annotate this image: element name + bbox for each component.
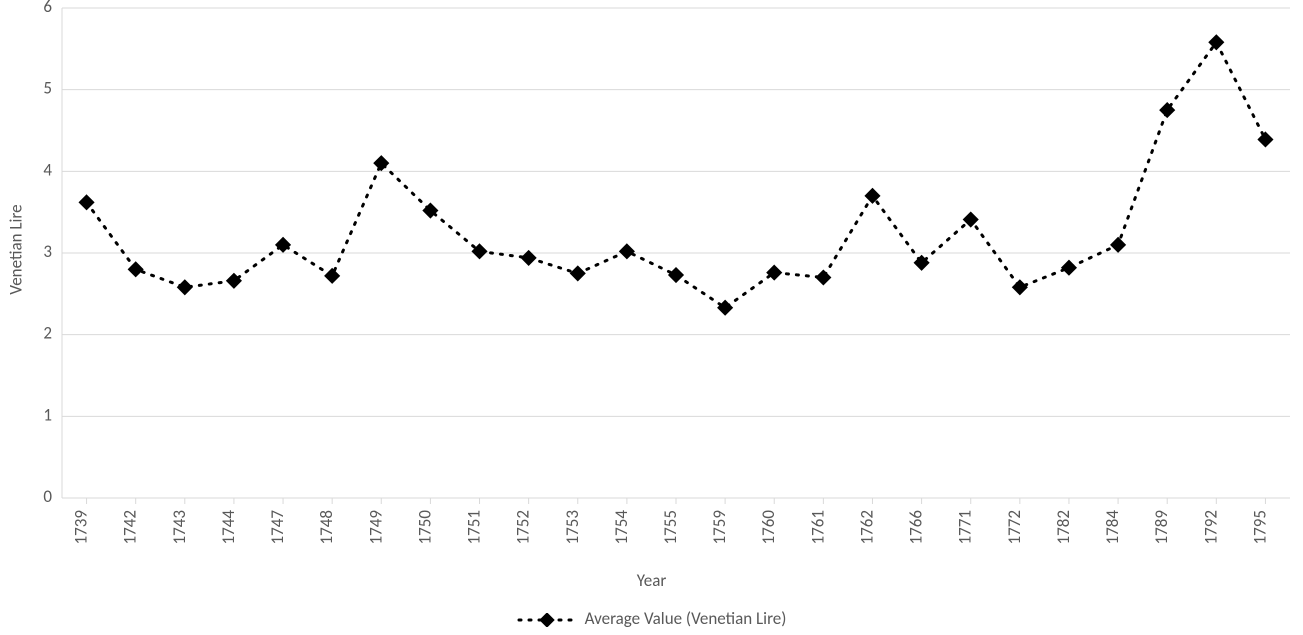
series-marker [816,271,830,285]
x-axis-title: Year [0,570,1303,591]
x-tick-label: 1760 [758,510,779,545]
series-marker [178,280,192,294]
x-tick-label: 1759 [709,510,730,545]
series-marker [1258,132,1272,146]
x-tick-label: 1761 [807,510,828,544]
y-tick-label: 0 [43,486,52,507]
x-tick-label: 1744 [218,510,239,545]
y-tick-label: 2 [43,323,52,344]
chart-container: Venetian Lire 0 1 2 3 4 5 6 1739 1742 1743 1744 174… [0,0,1303,635]
y-tick-label: 4 [43,159,52,180]
series-marker [1013,280,1027,294]
legend: Average Value (Venetian Lire) [0,608,1303,629]
x-tick-label: 1751 [464,510,485,544]
x-tick-label: 1747 [267,510,288,545]
series-marker [1111,238,1125,252]
x-tick-label: 1743 [169,510,190,544]
x-axis-title-text: Year [637,570,667,591]
y-axis-title: Venetian Lire [6,0,26,498]
x-tick-label: 1754 [611,510,632,545]
series-marker [1062,261,1076,275]
x-tick-label: 1762 [856,510,877,544]
legend-swatch [517,613,577,627]
x-tick-label: 1792 [1200,510,1221,544]
y-tick-label: 1 [43,404,52,425]
y-axis-title-text: Venetian Lire [6,204,27,294]
y-tick-label: 5 [43,78,52,99]
x-tick-label: 1739 [71,510,92,545]
x-tick-label: 1752 [513,510,534,544]
y-tick-label: 6 [43,0,52,17]
x-tick-label: 1772 [1004,510,1025,544]
x-tick-label: 1755 [660,510,681,544]
x-tick-label: 1742 [120,510,141,544]
series-marker [620,244,634,258]
x-tick-label: 1749 [365,510,386,545]
chart-svg: 0 1 2 3 4 5 6 1739 1742 1743 1744 1747 1748 1749 1750 1… [0,0,1303,560]
legend-label: Average Value (Venetian Lire) [585,608,787,629]
x-tick-label: 1789 [1151,510,1172,545]
x-tick-label: 1766 [906,510,927,545]
y-tick-label: 3 [43,241,52,262]
x-tick-label: 1748 [316,510,337,544]
series-marker [80,195,94,209]
x-tick-label: 1782 [1053,510,1074,544]
x-tick-label: 1771 [955,510,976,544]
series-marker [964,213,978,227]
series-marker [571,266,585,280]
x-tick-label: 1750 [414,510,435,545]
series-marker [325,269,339,283]
series-marker [276,238,290,252]
x-tick-label: 1784 [1102,510,1123,545]
series-marker [129,262,143,276]
series-marker [374,156,388,170]
x-tick-label: 1795 [1249,510,1270,544]
series-marker [669,268,683,282]
x-tick-label: 1753 [562,510,583,544]
